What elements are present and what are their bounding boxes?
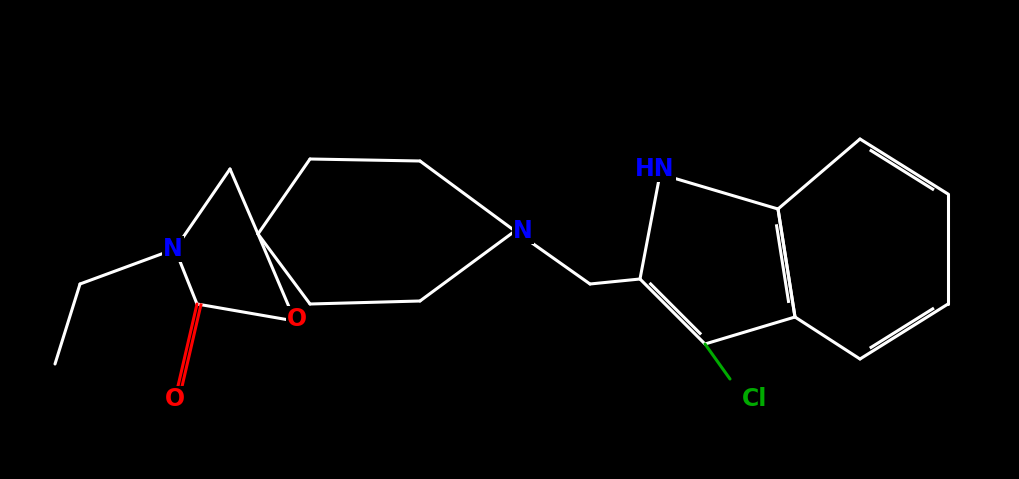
Text: Cl: Cl [742, 387, 767, 411]
Text: O: O [286, 307, 307, 331]
Text: O: O [165, 387, 184, 411]
Text: HN: HN [635, 157, 675, 181]
Text: N: N [163, 237, 182, 261]
Text: N: N [513, 219, 532, 243]
